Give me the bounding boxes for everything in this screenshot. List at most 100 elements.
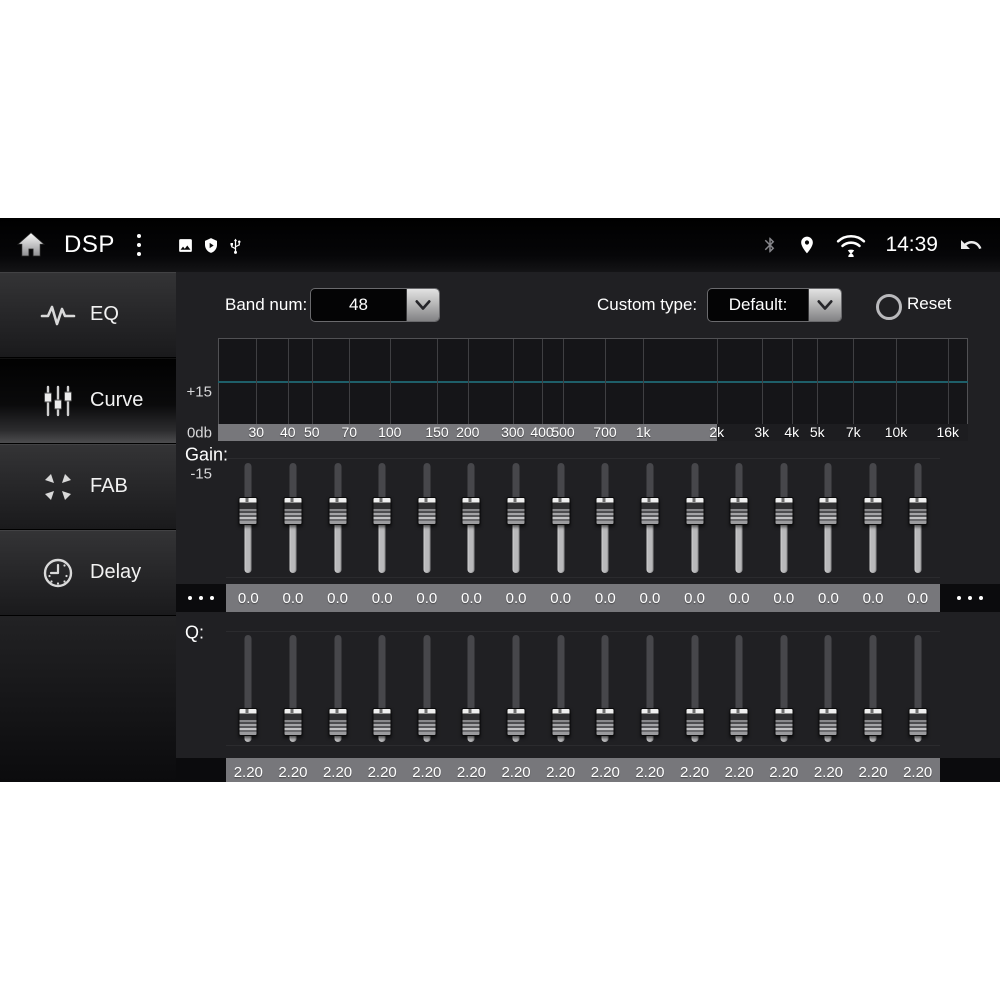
q-slider[interactable]: [672, 632, 717, 745]
gain-slider[interactable]: [583, 459, 628, 577]
menu-dots-icon[interactable]: [136, 234, 141, 256]
q-slider[interactable]: [449, 632, 494, 745]
q-slider[interactable]: [360, 632, 405, 745]
slider-track-upper[interactable]: [334, 635, 342, 723]
slider-track-upper[interactable]: [378, 463, 386, 511]
gain-slider-thumb[interactable]: [461, 496, 481, 525]
slider-track-upper[interactable]: [557, 635, 565, 723]
slider-track-upper[interactable]: [780, 463, 788, 511]
gain-slider[interactable]: [717, 459, 762, 577]
slider-track-lower[interactable]: [691, 510, 699, 573]
home-icon[interactable]: [14, 230, 48, 260]
gain-slider[interactable]: [315, 459, 360, 577]
q-slider[interactable]: [583, 632, 628, 745]
q-slider[interactable]: [271, 632, 316, 745]
gain-slider-thumb[interactable]: [372, 496, 392, 525]
slider-track-upper[interactable]: [512, 635, 520, 723]
gain-slider-thumb[interactable]: [238, 496, 258, 525]
gain-slider-thumb[interactable]: [328, 496, 348, 525]
gain-slider-thumb[interactable]: [863, 496, 883, 525]
gain-slider[interactable]: [405, 459, 450, 577]
q-slider-thumb[interactable]: [551, 708, 571, 737]
q-slider-thumb[interactable]: [595, 708, 615, 737]
slider-track-upper[interactable]: [914, 463, 922, 511]
sidebar-item-delay[interactable]: Delay: [0, 530, 176, 616]
slider-track-lower[interactable]: [423, 510, 431, 573]
sidebar-item-curve[interactable]: Curve: [0, 358, 176, 444]
slider-track-upper[interactable]: [601, 463, 609, 511]
slider-track-lower[interactable]: [601, 510, 609, 573]
slider-track-upper[interactable]: [646, 463, 654, 511]
gain-slider[interactable]: [538, 459, 583, 577]
q-slider-thumb[interactable]: [283, 708, 303, 737]
slider-track-lower[interactable]: [780, 510, 788, 573]
gain-slider[interactable]: [762, 459, 807, 577]
slider-track-upper[interactable]: [423, 463, 431, 511]
gain-slider-thumb[interactable]: [417, 496, 437, 525]
slider-track-lower[interactable]: [735, 510, 743, 573]
gain-slider[interactable]: [806, 459, 851, 577]
q-slider[interactable]: [226, 632, 271, 745]
q-slider-thumb[interactable]: [908, 708, 928, 737]
slider-track-upper[interactable]: [467, 463, 475, 511]
q-slider[interactable]: [717, 632, 762, 745]
q-slider-thumb[interactable]: [372, 708, 392, 737]
q-slider-thumb[interactable]: [729, 708, 749, 737]
slider-track-lower[interactable]: [869, 510, 877, 573]
slider-track-lower[interactable]: [467, 510, 475, 573]
slider-track-upper[interactable]: [914, 635, 922, 723]
slider-track-lower[interactable]: [914, 510, 922, 573]
slider-track-upper[interactable]: [691, 635, 699, 723]
slider-track-lower[interactable]: [557, 510, 565, 573]
q-slider[interactable]: [405, 632, 450, 745]
q-slider-thumb[interactable]: [818, 708, 838, 737]
slider-track-upper[interactable]: [512, 463, 520, 511]
q-slider[interactable]: [628, 632, 673, 745]
gain-slider[interactable]: [851, 459, 896, 577]
slider-track-upper[interactable]: [735, 635, 743, 723]
q-slider-thumb[interactable]: [685, 708, 705, 737]
q-slider[interactable]: [315, 632, 360, 745]
gain-scroll-left-button[interactable]: [176, 584, 226, 612]
slider-track-upper[interactable]: [244, 635, 252, 723]
slider-track-upper[interactable]: [289, 463, 297, 511]
q-slider-thumb[interactable]: [774, 708, 794, 737]
sidebar-item-eq[interactable]: EQ: [0, 272, 176, 358]
gain-scroll-right-button[interactable]: [940, 584, 1000, 612]
slider-track-upper[interactable]: [824, 463, 832, 511]
q-slider-thumb[interactable]: [640, 708, 660, 737]
slider-track-upper[interactable]: [869, 635, 877, 723]
slider-track-lower[interactable]: [334, 510, 342, 573]
slider-track-upper[interactable]: [378, 635, 386, 723]
gain-slider-thumb[interactable]: [729, 496, 749, 525]
q-slider-thumb[interactable]: [417, 708, 437, 737]
q-slider-thumb[interactable]: [506, 708, 526, 737]
q-slider[interactable]: [806, 632, 851, 745]
slider-track-upper[interactable]: [334, 463, 342, 511]
q-slider-thumb[interactable]: [328, 708, 348, 737]
slider-track-upper[interactable]: [601, 635, 609, 723]
gain-slider-thumb[interactable]: [818, 496, 838, 525]
slider-track-upper[interactable]: [691, 463, 699, 511]
slider-track-upper[interactable]: [869, 463, 877, 511]
slider-track-upper[interactable]: [467, 635, 475, 723]
slider-track-upper[interactable]: [289, 635, 297, 723]
gain-slider-thumb[interactable]: [551, 496, 571, 525]
gain-slider-thumb[interactable]: [908, 496, 928, 525]
slider-track-lower[interactable]: [289, 510, 297, 573]
gain-slider[interactable]: [271, 459, 316, 577]
slider-track-lower[interactable]: [824, 510, 832, 573]
q-slider[interactable]: [851, 632, 896, 745]
gain-slider-thumb[interactable]: [685, 496, 705, 525]
slider-track-lower[interactable]: [512, 510, 520, 573]
chevron-down-icon[interactable]: [406, 289, 439, 321]
reset-radio[interactable]: [876, 294, 902, 320]
slider-track-lower[interactable]: [244, 510, 252, 573]
gain-slider-thumb[interactable]: [506, 496, 526, 525]
gain-slider[interactable]: [226, 459, 271, 577]
custom-type-select[interactable]: Default:: [707, 288, 842, 322]
gain-slider-thumb[interactable]: [774, 496, 794, 525]
slider-track-upper[interactable]: [646, 635, 654, 723]
slider-track-upper[interactable]: [735, 463, 743, 511]
chevron-down-icon[interactable]: [808, 289, 841, 321]
